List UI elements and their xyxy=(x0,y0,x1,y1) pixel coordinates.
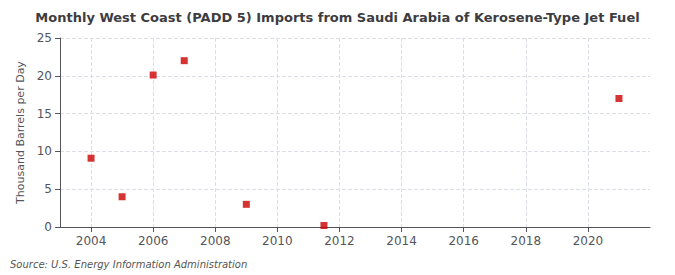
svg-text:2018: 2018 xyxy=(511,234,542,248)
svg-text:2014: 2014 xyxy=(386,234,417,248)
svg-text:2020: 2020 xyxy=(573,234,604,248)
svg-text:Thousand Barrels per Day: Thousand Barrels per Day xyxy=(14,61,27,205)
svg-text:Source: U.S. Energy Informatio: Source: U.S. Energy Information Administ… xyxy=(10,259,247,270)
svg-text:25: 25 xyxy=(37,31,52,45)
svg-text:15: 15 xyxy=(37,107,52,121)
svg-text:20: 20 xyxy=(37,69,52,83)
svg-text:0: 0 xyxy=(44,220,52,234)
svg-text:2012: 2012 xyxy=(324,234,355,248)
svg-text:2010: 2010 xyxy=(262,234,293,248)
svg-text:Monthly West Coast (PADD 5) Im: Monthly West Coast (PADD 5) Imports from… xyxy=(35,10,639,25)
svg-text:10: 10 xyxy=(37,144,52,158)
svg-text:2004: 2004 xyxy=(76,234,107,248)
svg-text:2016: 2016 xyxy=(448,234,479,248)
svg-text:5: 5 xyxy=(44,182,52,196)
svg-text:2006: 2006 xyxy=(138,234,169,248)
svg-text:2008: 2008 xyxy=(200,234,231,248)
